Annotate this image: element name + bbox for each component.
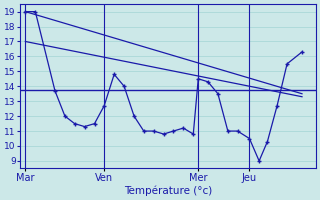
- X-axis label: Température (°c): Température (°c): [124, 185, 212, 196]
